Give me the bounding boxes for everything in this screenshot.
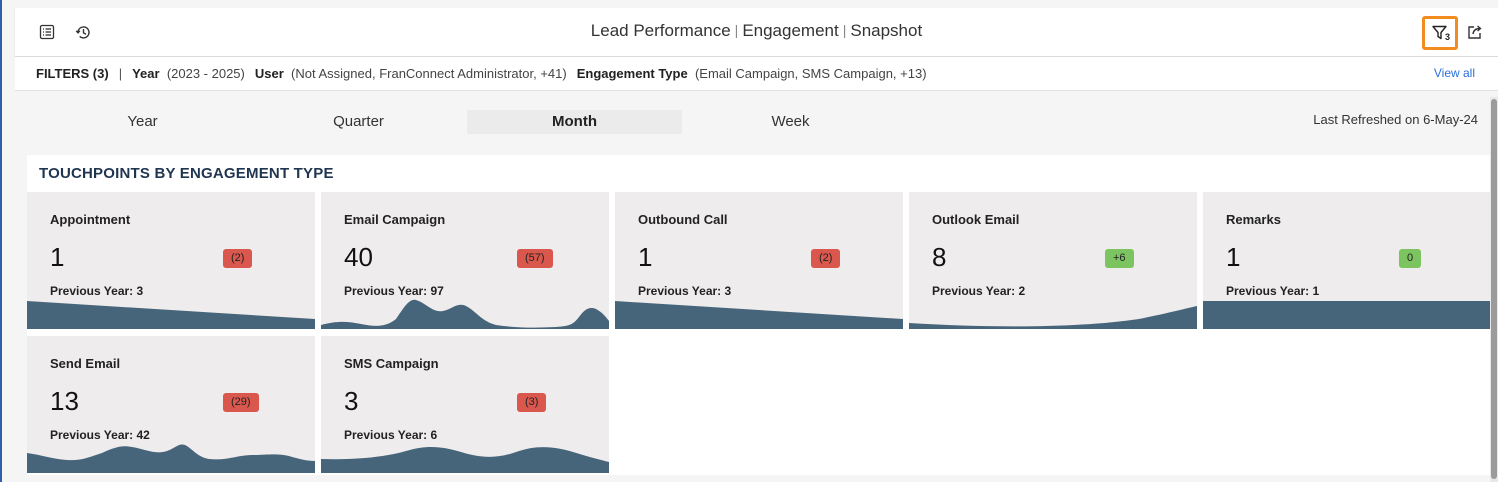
period-week[interactable]: Week <box>771 113 810 130</box>
section-title: TOUCHPOINTS BY ENGAGEMENT TYPE <box>39 165 334 182</box>
list-icon[interactable] <box>35 20 59 44</box>
card-name: Appointment <box>50 212 131 227</box>
card-value: 40 <box>344 242 373 272</box>
card-name: SMS Campaign <box>344 356 439 371</box>
card-name: Email Campaign <box>344 212 446 227</box>
sparkline <box>27 301 315 329</box>
last-refreshed: Last Refreshed on 6-May-24 <box>1313 112 1478 127</box>
touchpoints-panel: TOUCHPOINTS BY ENGAGEMENT TYPE Appointme… <box>27 155 1491 475</box>
view-all-link[interactable]: View all <box>1433 66 1475 80</box>
period-month[interactable]: Month <box>467 110 682 134</box>
filter-count: 3 <box>1444 32 1450 42</box>
card-name: Remarks <box>1226 212 1281 227</box>
sparkline <box>909 306 1197 329</box>
change-badge: (29) <box>223 393 259 412</box>
card-name: Send Email <box>50 356 121 371</box>
page-title: Lead Performance | Engagement | Snapshot <box>15 21 1498 41</box>
filter-button[interactable]: 3 <box>1422 16 1458 50</box>
sparkline <box>615 301 903 329</box>
filter-year-name: Year <box>132 66 160 81</box>
filter-summary-bar: FILTERS (3) | Year (2023 - 2025) User (Not … <box>15 57 1498 91</box>
card-outbound-call[interactable]: Outbound Call 1 (2) Previous Year: 3 <box>615 192 903 329</box>
card-value: 3 <box>344 386 359 416</box>
change-badge: (2) <box>811 249 841 268</box>
title-part-3: Snapshot <box>850 21 923 40</box>
previous-year: Previous Year: 2 <box>932 284 1026 298</box>
period-year[interactable]: Year <box>127 113 158 130</box>
filters-separator: | <box>118 66 123 81</box>
share-icon[interactable] <box>1463 20 1487 44</box>
card-value: 13 <box>50 386 79 416</box>
card-email-campaign[interactable]: Email Campaign 40 (57) Previous Year: 97 <box>321 192 609 329</box>
sparkline <box>27 444 315 473</box>
change-badge: 0 <box>1399 249 1422 268</box>
filter-year-value: (2023 - 2025) <box>166 66 245 81</box>
filter-engagement-value: (Email Campaign, SMS Campaign, +13) <box>694 66 927 81</box>
card-name: Outbound Call <box>638 212 728 227</box>
card-value: 1 <box>638 242 653 272</box>
card-value: 1 <box>1226 242 1241 272</box>
previous-year: Previous Year: 97 <box>344 284 444 298</box>
filter-user-name: User <box>254 66 284 81</box>
scrollbar-thumb[interactable] <box>1491 99 1497 479</box>
change-badge: (2) <box>223 249 253 268</box>
title-part-1: Lead Performance <box>590 21 731 40</box>
title-part-2: Engagement <box>742 21 839 40</box>
previous-year: Previous Year: 3 <box>638 284 732 298</box>
filter-icon <box>1432 25 1447 40</box>
change-badge: (3) <box>517 393 547 412</box>
card-value: 1 <box>50 242 65 272</box>
sparkline <box>321 446 609 473</box>
card-sms-campaign[interactable]: SMS Campaign 3 (3) Previous Year: 6 <box>321 336 609 473</box>
period-quarter[interactable]: Quarter <box>333 113 384 130</box>
report-header: Lead Performance | Engagement | Snapshot 3 <box>15 8 1498 57</box>
sparkline <box>321 299 609 329</box>
history-icon[interactable] <box>71 20 95 44</box>
change-badge: (57) <box>517 249 553 268</box>
card-remarks[interactable]: Remarks 1 0 Previous Year: 1 <box>1203 192 1491 329</box>
card-send-email[interactable]: Send Email 13 (29) Previous Year: 42 <box>27 336 315 473</box>
sparkline <box>1203 301 1491 329</box>
filters-label: FILTERS (3) <box>36 66 109 81</box>
previous-year: Previous Year: 3 <box>50 284 144 298</box>
card-name: Outlook Email <box>932 212 1020 227</box>
filter-engagement-name: Engagement Type <box>576 66 688 81</box>
previous-year: Previous Year: 1 <box>1226 284 1320 298</box>
card-appointment[interactable]: Appointment 1 (2) Previous Year: 3 <box>27 192 315 329</box>
previous-year: Previous Year: 6 <box>344 428 438 442</box>
filter-summary: FILTERS (3) | Year (2023 - 2025) User (Not … <box>36 66 937 81</box>
previous-year: Previous Year: 42 <box>50 428 150 442</box>
card-outlook-email[interactable]: Outlook Email 8 +6 Previous Year: 2 <box>909 192 1197 329</box>
card-value: 8 <box>932 242 947 272</box>
change-badge: +6 <box>1105 249 1134 268</box>
window-edge <box>0 0 2 482</box>
title-separator: | <box>842 22 847 38</box>
filter-user-value: (Not Assigned, FranConnect Administrator… <box>291 66 567 81</box>
title-separator: | <box>734 22 739 38</box>
vertical-scrollbar[interactable] <box>1490 97 1498 482</box>
